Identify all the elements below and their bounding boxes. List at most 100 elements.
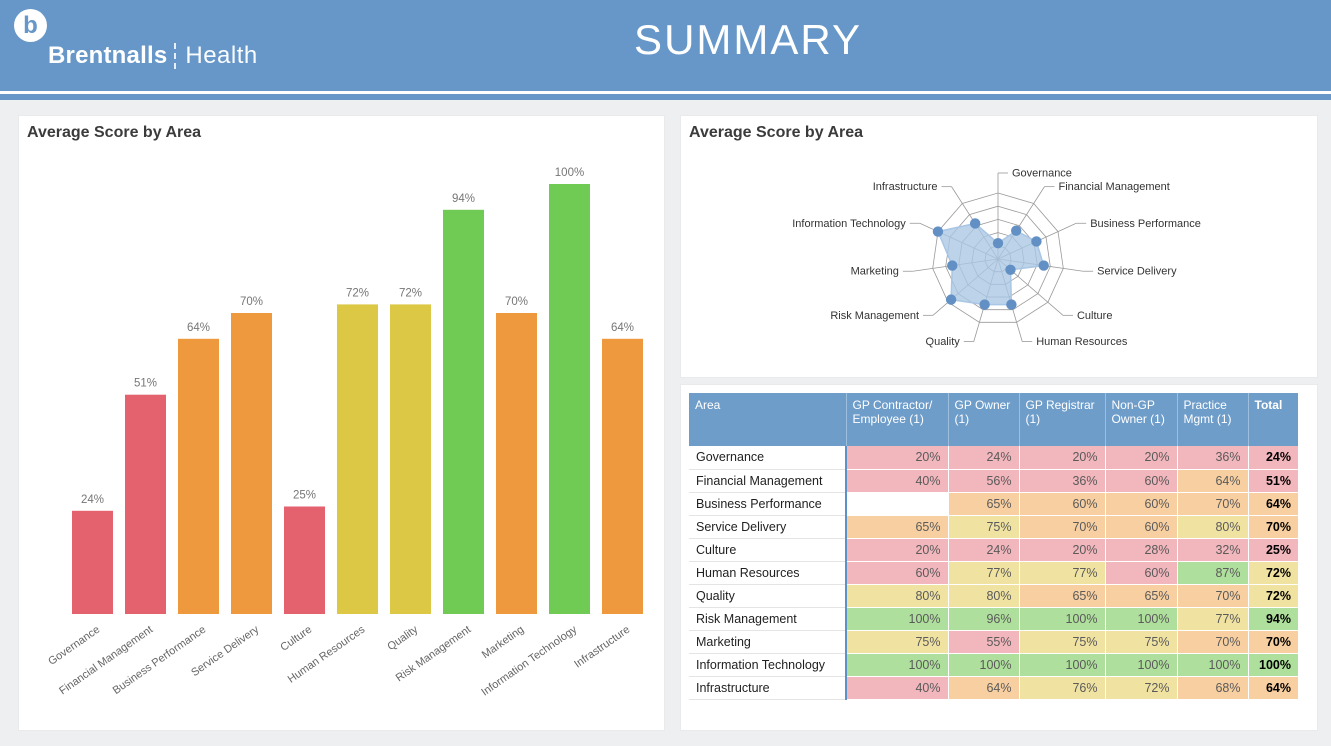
table-cell[interactable]: 60%: [845, 561, 949, 585]
table-cell-total[interactable]: 64%: [1248, 492, 1298, 516]
table-cell[interactable]: 40%: [845, 676, 949, 700]
bar-information-technology[interactable]: [549, 184, 590, 614]
table-cell[interactable]: 87%: [1177, 561, 1249, 585]
table-cell[interactable]: 65%: [948, 492, 1020, 516]
table-cell[interactable]: 20%: [1019, 446, 1106, 470]
table-cell-total[interactable]: 24%: [1248, 446, 1298, 470]
table-cell[interactable]: 60%: [1019, 492, 1106, 516]
table-cell[interactable]: 77%: [1177, 607, 1249, 631]
table-cell-total[interactable]: 72%: [1248, 561, 1298, 585]
table-cell[interactable]: 72%: [1105, 676, 1178, 700]
radar-point-risk-management[interactable]: [945, 294, 957, 305]
table-cell[interactable]: [845, 492, 949, 516]
table-cell[interactable]: 75%: [1105, 630, 1178, 654]
table-cell[interactable]: 40%: [845, 469, 949, 493]
table-cell[interactable]: 65%: [845, 515, 949, 539]
bar-marketing[interactable]: [496, 313, 537, 614]
table-cell[interactable]: 36%: [1019, 469, 1106, 493]
table-cell[interactable]: 100%: [1105, 607, 1178, 631]
column-header-total[interactable]: Total: [1248, 393, 1298, 446]
table-cell[interactable]: 96%: [948, 607, 1020, 631]
row-label[interactable]: Human Resources: [689, 561, 846, 585]
radar-point-human-resources[interactable]: [1006, 299, 1017, 310]
row-label[interactable]: Risk Management: [689, 607, 846, 631]
table-cell-total[interactable]: 70%: [1248, 515, 1298, 539]
bar-business-performance[interactable]: [178, 338, 219, 614]
column-header-gp-owner-1-[interactable]: GP Owner (1): [948, 393, 1020, 446]
table-cell-total[interactable]: 64%: [1248, 676, 1298, 700]
table-cell[interactable]: 75%: [845, 630, 949, 654]
table-cell[interactable]: 77%: [1019, 561, 1106, 585]
table-cell-total[interactable]: 72%: [1248, 584, 1298, 608]
table-cell[interactable]: 100%: [845, 653, 949, 677]
table-cell[interactable]: 60%: [1105, 561, 1178, 585]
table-cell[interactable]: 60%: [1105, 469, 1178, 493]
table-cell[interactable]: 100%: [1019, 607, 1106, 631]
bar-risk-management[interactable]: [443, 209, 484, 615]
table-cell[interactable]: 75%: [948, 515, 1020, 539]
table-cell[interactable]: 64%: [1177, 469, 1249, 493]
table-cell[interactable]: 70%: [1177, 630, 1249, 654]
row-label[interactable]: Business Performance: [689, 492, 846, 516]
row-label[interactable]: Governance: [689, 446, 846, 470]
row-label[interactable]: Service Delivery: [689, 515, 846, 539]
column-header-practice-mgmt-1-[interactable]: Practice Mgmt (1): [1177, 393, 1249, 446]
table-cell[interactable]: 70%: [1177, 492, 1249, 516]
table-cell[interactable]: 55%: [948, 630, 1020, 654]
table-cell[interactable]: 70%: [1019, 515, 1106, 539]
table-cell[interactable]: 100%: [1177, 653, 1249, 677]
table-cell[interactable]: 100%: [1105, 653, 1178, 677]
table-cell[interactable]: 20%: [845, 538, 949, 562]
radar-point-infrastructure[interactable]: [969, 218, 981, 229]
table-cell[interactable]: 68%: [1177, 676, 1249, 700]
radar-point-governance[interactable]: [992, 237, 1004, 249]
table-cell[interactable]: 20%: [1105, 446, 1178, 470]
table-cell[interactable]: 80%: [1177, 515, 1249, 539]
row-label[interactable]: Financial Management: [689, 469, 846, 493]
table-cell[interactable]: 80%: [845, 584, 949, 608]
table-cell-total[interactable]: 70%: [1248, 630, 1298, 654]
table-cell[interactable]: 77%: [948, 561, 1020, 585]
radar-point-quality[interactable]: [979, 299, 990, 310]
table-cell[interactable]: 28%: [1105, 538, 1178, 562]
table-cell[interactable]: 100%: [948, 653, 1020, 677]
radar-point-service-delivery[interactable]: [1038, 260, 1049, 271]
table-cell[interactable]: 80%: [948, 584, 1020, 608]
column-header-area[interactable]: Area: [689, 393, 847, 446]
table-cell[interactable]: 65%: [1019, 584, 1106, 608]
radar-point-business-performance[interactable]: [1031, 236, 1042, 247]
radar-point-financial-management[interactable]: [1010, 225, 1022, 236]
table-cell[interactable]: 32%: [1177, 538, 1249, 562]
bar-service-delivery[interactable]: [231, 313, 272, 614]
table-cell[interactable]: 60%: [1105, 515, 1178, 539]
row-label[interactable]: Information Technology: [689, 653, 846, 677]
bar-financial-management[interactable]: [125, 394, 166, 614]
radar-point-information-technology[interactable]: [932, 226, 944, 237]
table-cell-total[interactable]: 51%: [1248, 469, 1298, 493]
row-label[interactable]: Quality: [689, 584, 846, 608]
bar-quality[interactable]: [390, 304, 431, 614]
table-cell[interactable]: 64%: [948, 676, 1020, 700]
bar-governance[interactable]: [72, 510, 113, 614]
radar-point-culture[interactable]: [1005, 264, 1016, 276]
table-cell[interactable]: 100%: [845, 607, 949, 631]
table-cell[interactable]: 60%: [1105, 492, 1178, 516]
table-cell[interactable]: 76%: [1019, 676, 1106, 700]
table-cell-total[interactable]: 100%: [1248, 653, 1298, 677]
table-cell-total[interactable]: 25%: [1248, 538, 1298, 562]
column-header-gp-registrar-1-[interactable]: GP Registrar (1): [1019, 393, 1106, 446]
row-label[interactable]: Culture: [689, 538, 846, 562]
table-cell[interactable]: 24%: [948, 446, 1020, 470]
radar-point-marketing[interactable]: [947, 260, 958, 271]
bar-culture[interactable]: [284, 506, 325, 615]
table-cell[interactable]: 100%: [1019, 653, 1106, 677]
bar-human-resources[interactable]: [337, 304, 378, 614]
table-cell[interactable]: 70%: [1177, 584, 1249, 608]
table-cell[interactable]: 65%: [1105, 584, 1178, 608]
column-header-non-gp-owner-1-[interactable]: Non-GP Owner (1): [1105, 393, 1178, 446]
table-cell-total[interactable]: 94%: [1248, 607, 1298, 631]
table-cell[interactable]: 24%: [948, 538, 1020, 562]
table-cell[interactable]: 56%: [948, 469, 1020, 493]
